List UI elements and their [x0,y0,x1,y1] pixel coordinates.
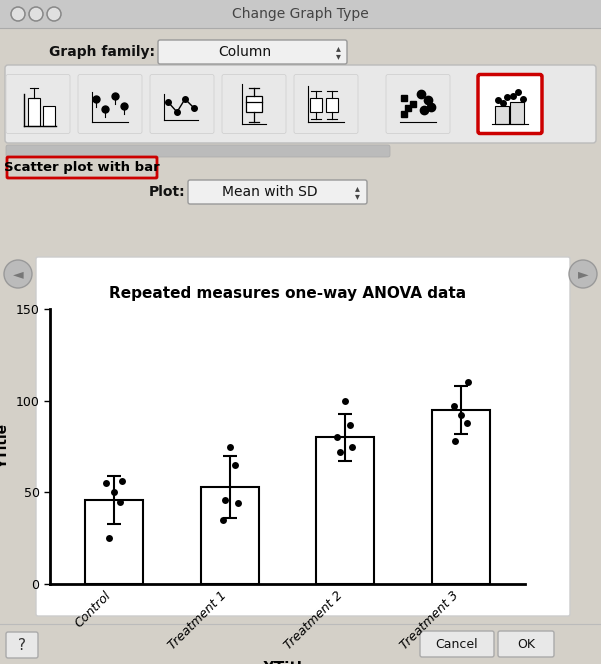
Bar [432,410,490,584]
FancyBboxPatch shape [5,65,596,143]
Bar [317,438,374,584]
Text: OK: OK [517,637,535,651]
Circle shape [4,260,32,288]
Text: Mean with SD: Mean with SD [222,185,318,199]
FancyBboxPatch shape [6,74,70,133]
FancyBboxPatch shape [6,145,390,157]
FancyBboxPatch shape [36,257,570,616]
Bar [85,500,142,584]
Text: Graph family:: Graph family: [49,45,155,59]
FancyBboxPatch shape [294,74,358,133]
FancyBboxPatch shape [150,74,214,133]
Bar [495,106,509,124]
Circle shape [29,7,43,21]
Bar [310,98,322,112]
Bar [246,96,262,112]
Text: ?: ? [18,637,26,653]
FancyBboxPatch shape [6,632,38,658]
Text: Plot:: Plot: [148,185,185,199]
Bar [43,106,55,126]
Text: Scatter plot with bar: Scatter plot with bar [4,161,160,173]
Circle shape [11,7,25,21]
X-axis label: XTitle: XTitle [263,661,313,664]
Title: Repeated measures one-way ANOVA data: Repeated measures one-way ANOVA data [109,286,466,301]
Text: Column: Column [218,45,272,59]
Bar [0,0,601,28]
Text: Change Graph Type: Change Graph Type [232,7,369,21]
FancyBboxPatch shape [420,631,494,657]
FancyBboxPatch shape [498,631,554,657]
Bar [201,487,258,584]
FancyBboxPatch shape [222,74,286,133]
Bar [326,98,338,112]
FancyBboxPatch shape [7,157,157,178]
Y-axis label: YTitle: YTitle [0,424,10,469]
Bar [28,98,40,126]
FancyBboxPatch shape [188,180,367,204]
FancyBboxPatch shape [386,74,450,133]
Text: ▴
▾: ▴ ▾ [355,183,359,201]
Bar [510,102,524,124]
FancyBboxPatch shape [478,74,542,133]
Circle shape [47,7,61,21]
Text: ▴
▾: ▴ ▾ [335,42,340,61]
Circle shape [569,260,597,288]
Text: ◄: ◄ [13,267,23,281]
FancyBboxPatch shape [158,40,347,64]
Text: Cancel: Cancel [436,637,478,651]
Text: ►: ► [578,267,588,281]
FancyBboxPatch shape [78,74,142,133]
